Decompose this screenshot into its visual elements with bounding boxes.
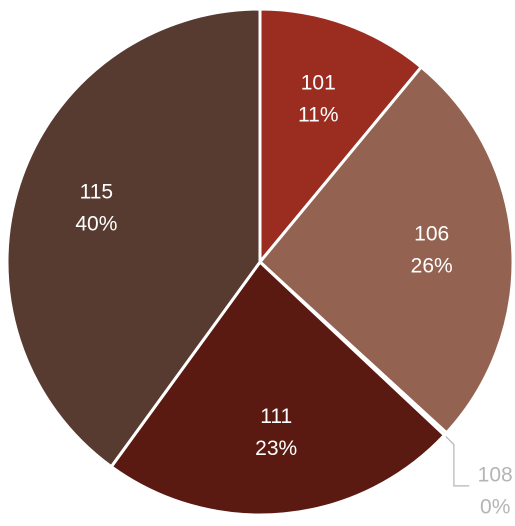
- value-label: 0%: [480, 495, 510, 518]
- value-label: 26%: [411, 255, 453, 278]
- category-label: 101: [301, 72, 336, 95]
- value-label: 11%: [298, 104, 338, 127]
- pie-slice: [258, 7, 424, 267]
- category-label: 108: [478, 463, 513, 486]
- leader-line: [445, 436, 470, 487]
- pie-slice: [109, 259, 447, 517]
- category-label: 115: [80, 180, 113, 203]
- category-label: 111: [260, 405, 292, 428]
- category-label: 106: [414, 223, 449, 246]
- pie-slice: [5, 7, 262, 469]
- value-label: 40%: [75, 212, 117, 235]
- pie-slice: [257, 64, 515, 438]
- value-label: 23%: [255, 437, 297, 460]
